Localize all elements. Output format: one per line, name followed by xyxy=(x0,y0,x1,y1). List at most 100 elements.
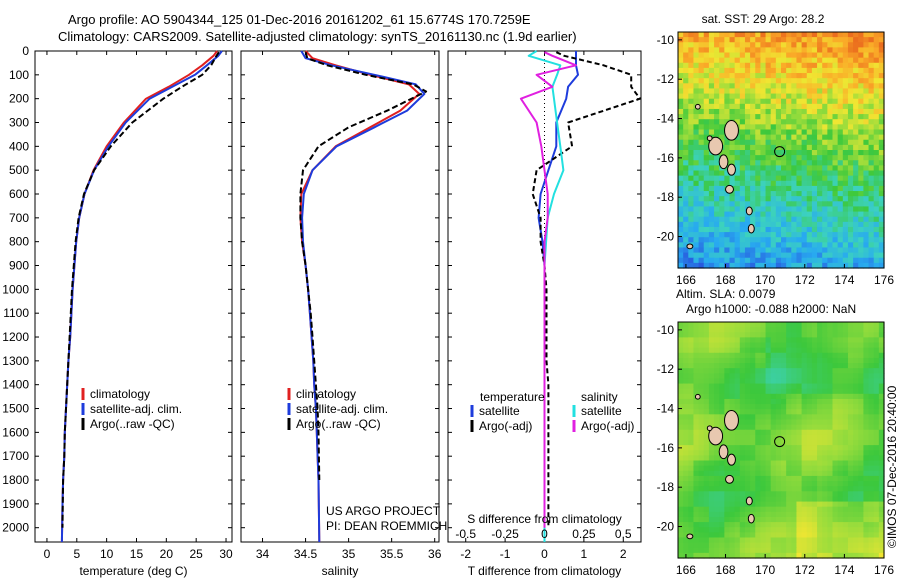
map-cell xyxy=(750,322,756,328)
map-cell xyxy=(724,216,731,223)
map-cell xyxy=(832,129,839,136)
map-cell xyxy=(817,52,823,59)
map-cell xyxy=(878,191,885,197)
map-cell xyxy=(683,124,689,131)
map-cell xyxy=(750,57,756,64)
map-cell xyxy=(729,532,736,539)
map-cell xyxy=(806,211,813,218)
map-cell xyxy=(806,134,813,141)
map-cell xyxy=(698,180,705,187)
map-cell xyxy=(678,409,684,415)
map-cell xyxy=(698,398,705,405)
map-cell xyxy=(719,191,725,197)
map-cell xyxy=(729,252,736,259)
map-cell xyxy=(781,211,787,218)
map-cell xyxy=(678,129,684,136)
map-cell xyxy=(750,206,756,213)
map-cell xyxy=(698,119,705,125)
map-cell xyxy=(878,383,885,390)
map-cell xyxy=(832,262,839,269)
y-tick-label: -12 xyxy=(657,72,675,86)
map-cell xyxy=(873,252,880,259)
map-cell xyxy=(863,470,870,477)
map-cell xyxy=(847,185,854,192)
map-cell xyxy=(770,119,777,125)
map-cell xyxy=(863,373,870,380)
map-cell xyxy=(775,165,782,172)
map-cell xyxy=(817,347,823,354)
map-cell xyxy=(760,98,767,105)
x-tick-label: 168 xyxy=(716,273,736,287)
map-cell xyxy=(683,527,689,533)
map-cell xyxy=(873,108,880,115)
map-cell xyxy=(678,414,684,421)
map-cell xyxy=(847,221,854,228)
map-cell xyxy=(698,455,705,462)
map-cell xyxy=(760,242,767,249)
map-cell xyxy=(868,242,875,249)
map-cell xyxy=(770,501,777,508)
map-cell xyxy=(770,114,777,120)
map-cell xyxy=(724,337,731,344)
map-cell xyxy=(847,363,854,369)
map-cell xyxy=(734,252,741,259)
map-cell xyxy=(719,98,725,105)
map-cell xyxy=(863,491,870,498)
map-cell xyxy=(781,429,787,436)
map-cell xyxy=(853,221,859,228)
map-cell xyxy=(873,327,880,333)
map-cell xyxy=(775,486,782,492)
map-cell xyxy=(755,160,761,166)
map-cell xyxy=(770,445,777,451)
map-cell xyxy=(801,363,808,369)
map-cell xyxy=(817,103,823,110)
map-cell xyxy=(817,144,823,151)
map-cell xyxy=(847,404,854,410)
map-cell xyxy=(786,368,792,374)
map-cell xyxy=(806,470,813,477)
map-cell xyxy=(714,247,720,254)
map-cell xyxy=(811,445,818,451)
map-cell xyxy=(708,347,715,354)
map-cell xyxy=(822,440,828,446)
x-axis-label: salinity xyxy=(322,564,359,578)
map-cell xyxy=(873,445,880,451)
map-cell xyxy=(863,237,870,243)
map-cell xyxy=(729,481,736,487)
map-cell xyxy=(837,475,844,482)
map-cell xyxy=(775,134,782,141)
map-cell xyxy=(724,470,731,477)
map-cell xyxy=(744,165,751,172)
map-cell xyxy=(858,191,864,197)
map-cell xyxy=(858,247,864,254)
map-cell xyxy=(678,165,684,172)
map-cell xyxy=(755,537,761,544)
map-cell xyxy=(817,501,823,508)
map-cell xyxy=(817,201,823,208)
map-cell xyxy=(719,226,725,233)
map-cell xyxy=(714,409,720,415)
map-cell xyxy=(760,542,767,549)
map-cell xyxy=(765,32,772,38)
map-cell xyxy=(781,404,787,410)
map-cell xyxy=(770,201,777,208)
map-cell xyxy=(714,196,720,202)
map-cell xyxy=(770,496,777,503)
map-cell xyxy=(703,506,710,513)
map-cell xyxy=(734,429,741,436)
map-cell xyxy=(832,506,839,513)
map-cell xyxy=(714,175,720,182)
map-cell xyxy=(744,322,751,328)
map-cell xyxy=(827,242,834,249)
map-cell xyxy=(750,52,756,59)
map-cell xyxy=(878,119,885,125)
map-cell xyxy=(786,440,792,446)
map-cell xyxy=(858,88,864,95)
map-cell xyxy=(698,32,705,38)
map-cell xyxy=(827,37,834,43)
map-cell xyxy=(863,481,870,487)
map-cell xyxy=(868,352,875,359)
map-cell xyxy=(858,409,864,415)
map-cell xyxy=(806,475,813,482)
map-cell xyxy=(847,88,854,95)
